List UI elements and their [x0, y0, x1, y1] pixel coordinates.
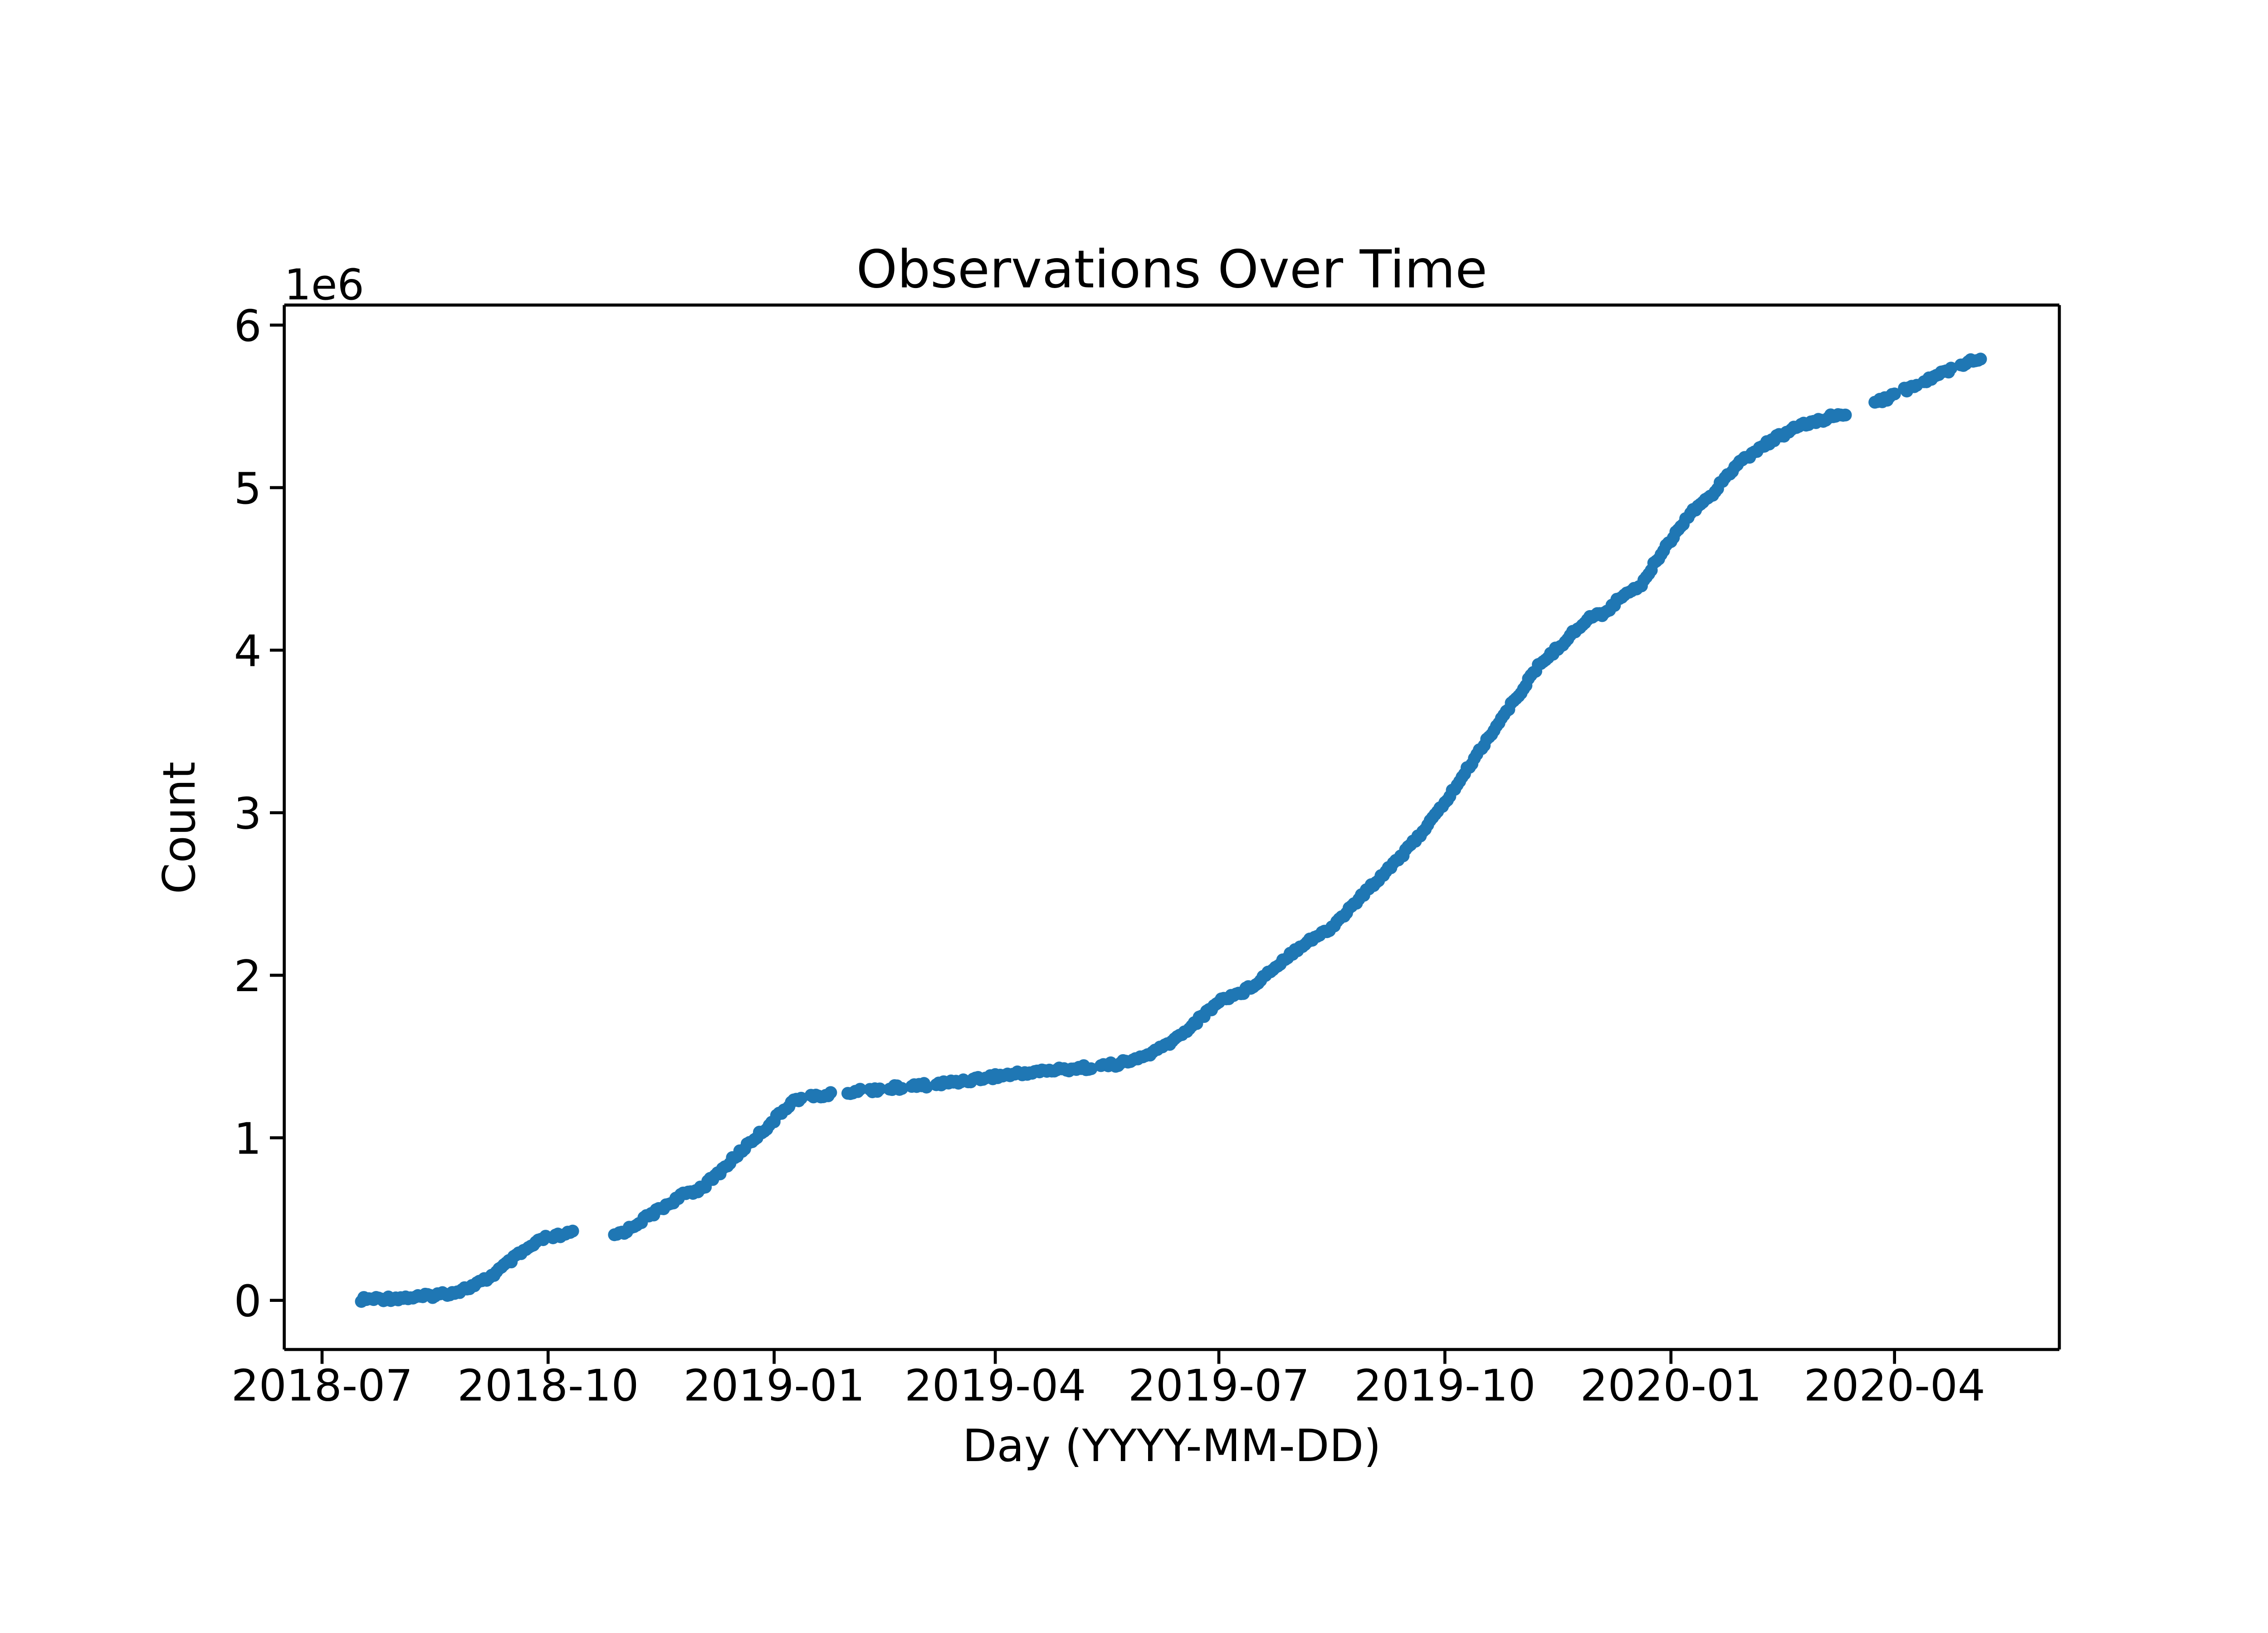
- x-tick-label: 2019-07: [1128, 1360, 1310, 1411]
- data-point: [795, 1091, 808, 1105]
- data-point: [873, 1082, 886, 1095]
- data-point: [1085, 1062, 1098, 1076]
- data-point: [920, 1081, 933, 1094]
- data-point: [895, 1082, 909, 1095]
- scatter-series: [355, 352, 1987, 1308]
- data-point: [566, 1224, 579, 1238]
- data-point: [854, 1083, 867, 1096]
- x-tick-label: 2018-10: [457, 1360, 639, 1411]
- y-tick-label: 0: [234, 1276, 262, 1327]
- x-axis-ticks: 2018-07 2018-10 2019-01 2019-04 2019-07 2019-…: [231, 1349, 1985, 1411]
- y-offset-label: 1e6: [284, 260, 364, 310]
- axes-spines: [283, 303, 2061, 1351]
- x-tick-label: 2019-01: [683, 1360, 865, 1411]
- x-tick-label: 2020-04: [1804, 1360, 1985, 1411]
- x-tick-label: 2020-01: [1580, 1360, 1762, 1411]
- data-point: [824, 1086, 837, 1099]
- x-tick-label: 2019-10: [1354, 1360, 1535, 1411]
- data-point: [1888, 387, 1901, 401]
- y-axis-label: Count: [154, 762, 205, 894]
- y-tick-label: 2: [234, 951, 262, 1002]
- y-tick-label: 3: [234, 788, 262, 839]
- plot-area: [284, 305, 2059, 1349]
- y-axis-ticks: 0 1 2 3 4 5 6: [234, 301, 284, 1327]
- x-tick-label: 2018-07: [231, 1360, 413, 1411]
- y-tick-label: 1: [234, 1113, 262, 1164]
- data-point: [1945, 362, 1958, 375]
- data-point: [1839, 408, 1852, 422]
- data-point: [1974, 352, 1987, 366]
- y-tick-label: 4: [234, 626, 262, 676]
- y-tick-label: 6: [234, 301, 262, 352]
- chart-title: Observations Over Time: [856, 239, 1487, 300]
- y-tick-label: 5: [234, 463, 262, 514]
- x-axis-label: Day (YYYY-MM-DD): [963, 1420, 1381, 1472]
- x-tick-label: 2019-04: [904, 1360, 1086, 1411]
